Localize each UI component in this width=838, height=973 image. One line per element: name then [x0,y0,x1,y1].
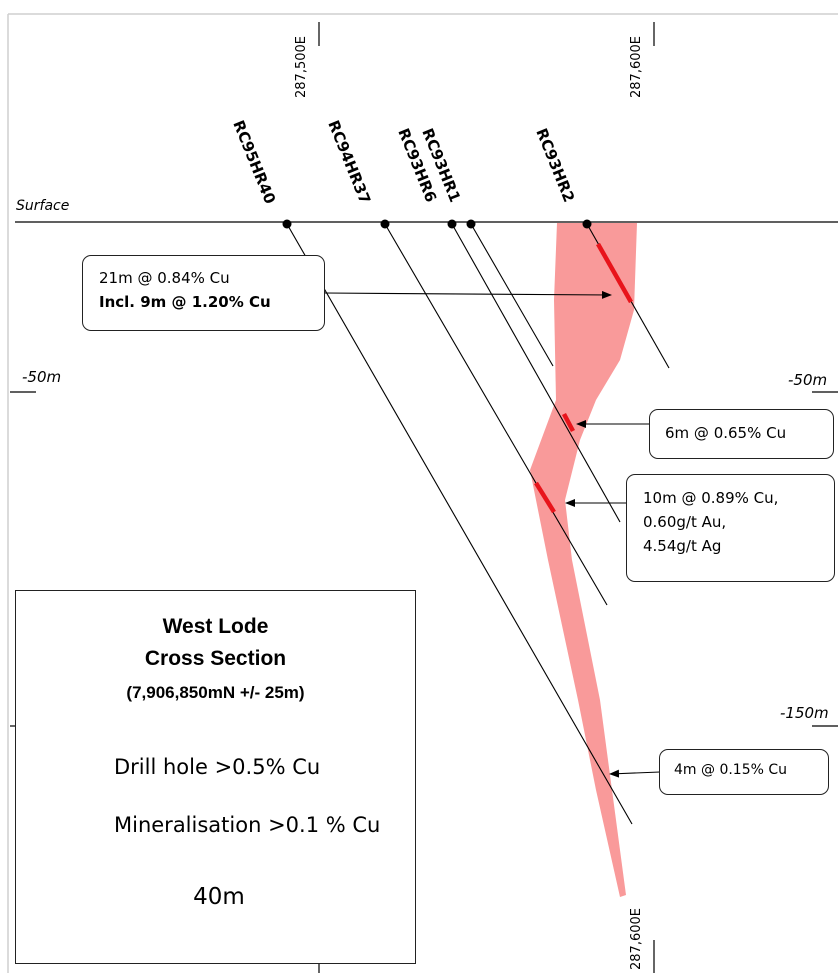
drill-trace-rc93hr6 [451,223,621,523]
collar-rc93hr6 [447,219,457,229]
drill-trace-rc94hr37 [384,223,608,606]
callout-6m-line: 6m @ 0.65% Cu [665,424,787,442]
collar-rc95hr40 [282,219,292,229]
legend-box: West Lode Cross Section (7,906,850mN +/-… [15,590,416,964]
easting-label-bottom: 287,600E [629,908,644,970]
hole-label-rc95hr40: RC95HR40 [229,118,279,207]
mineralisation-zone [530,223,637,897]
depth-label-right-150: -150m [780,704,829,722]
collar-rc93hr1 [466,219,476,229]
intercept-rc93hr6 [562,412,575,433]
hole-label-rc94hr37: RC94HR37 [324,118,374,207]
drill-trace-rc93hr1 [470,223,554,367]
easting-label-287600: 287,600E [629,36,644,98]
callout-6m-intercept: 6m @ 0.65% Cu [649,409,834,459]
callout-10m-line1: 10m @ 0.89% Cu, [643,489,779,507]
scale-bar-label: 40m [193,884,245,910]
callout-21m-line2: Incl. 9m @ 1.20% Cu [99,293,271,311]
intercept-rc93hr2 [596,242,633,304]
callout-10m-line3: 4.54g/t Ag [643,537,722,555]
surface-label: Surface [16,198,69,214]
legend-mineralisation-label: Mineralisation >0.1 % Cu [114,813,381,837]
easting-label-287500: 287,500E [294,36,309,98]
depth-label-left-50: -50m [22,368,61,386]
hole-label-rc93hr2: RC93HR2 [532,126,578,205]
depth-label-right-50: -50m [788,371,827,389]
callout-4m-line: 4m @ 0.15% Cu [674,762,788,778]
legend-drill-hole-label: Drill hole >0.5% Cu [114,755,321,779]
callout-21m-line1: 21m @ 0.84% Cu [99,269,230,287]
drill-trace-rc95hr40 [286,223,633,825]
collar-rc94hr37 [380,219,390,229]
callout-10m-intercept: 10m @ 0.89% Cu, 0.60g/t Au, 4.54g/t Ag [626,474,835,582]
legend-title-line2: Cross Section [144,647,287,670]
arrow-callout-1 [324,290,612,299]
callout-21m-intercept: 21m @ 0.84% Cu Incl. 9m @ 1.20% Cu [82,255,325,331]
callout-4m-intercept: 4m @ 0.15% Cu [659,749,829,795]
collar-rc93hr2 [582,219,592,229]
callout-10m-line2: 0.60g/t Au, [643,513,727,531]
arrow-callout-4 [609,769,661,778]
legend-title-line3: (7,906,850mN +/- 25m) [126,683,305,702]
legend-title-line1: West Lode [162,615,269,638]
intercept-rc94hr37 [534,481,556,514]
